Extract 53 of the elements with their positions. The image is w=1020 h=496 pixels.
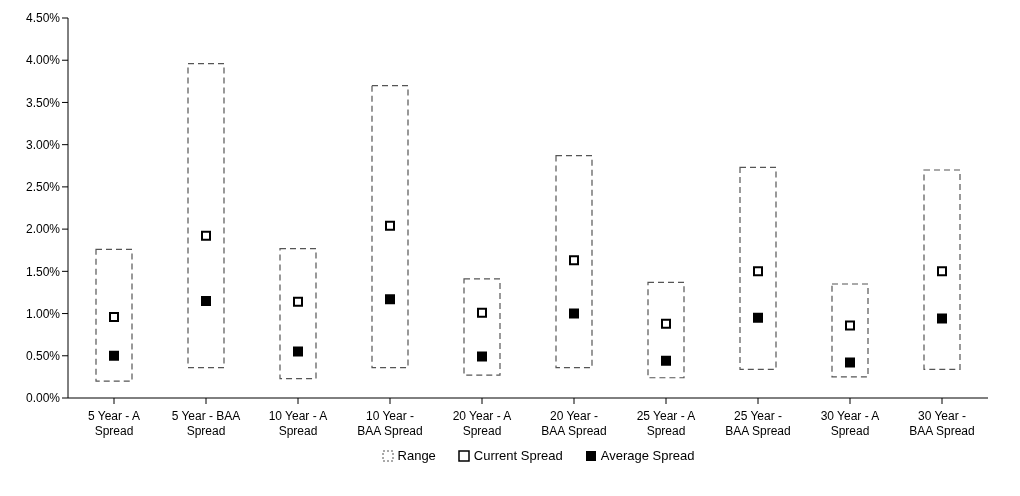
- point: [477, 351, 487, 362]
- x-tick-label: 10 Year - A Spread: [268, 409, 328, 438]
- point: [109, 350, 119, 361]
- bar: [739, 166, 777, 370]
- bar: [371, 84, 409, 369]
- bar: [647, 281, 685, 379]
- point: [201, 295, 211, 306]
- point: [753, 266, 763, 277]
- legend-label: Range: [396, 448, 436, 463]
- x-tick-label: 5 Year - BAA Spread: [171, 409, 241, 438]
- point: [385, 220, 395, 231]
- x-tick-label: 30 Year - BAA Spread: [909, 409, 975, 438]
- bar: [95, 248, 133, 382]
- x-tick-label: 30 Year - A Spread: [820, 409, 880, 438]
- y-tick-label: 2.00%: [25, 222, 61, 237]
- point: [385, 294, 395, 305]
- bar: [555, 155, 593, 369]
- point: [201, 230, 211, 241]
- point: [937, 266, 947, 277]
- point: [109, 311, 119, 322]
- point: [845, 320, 855, 331]
- point: [569, 308, 579, 319]
- bar: [923, 169, 961, 370]
- point: [293, 296, 303, 307]
- x-tick-label: 20 Year - A Spread: [452, 409, 512, 438]
- y-tick-label: 4.50%: [25, 11, 61, 26]
- y-tick-label: 0.50%: [25, 349, 61, 364]
- point: [845, 357, 855, 368]
- point: [753, 312, 763, 323]
- y-tick-label: 1.00%: [25, 306, 61, 321]
- bar: [831, 283, 869, 378]
- legend-label: Average Spread: [599, 448, 695, 463]
- x-tick-label: 5 Year - A Spread: [87, 409, 141, 438]
- x-tick-label: 25 Year - A Spread: [636, 409, 696, 438]
- y-tick-label: 1.50%: [25, 264, 61, 279]
- y-tick-label: 3.50%: [25, 95, 61, 110]
- point: [661, 355, 671, 366]
- legend-label: Current Spread: [472, 448, 563, 463]
- point: [937, 313, 947, 324]
- bar: [187, 63, 225, 369]
- y-tick-label: 2.50%: [25, 180, 61, 195]
- y-tick-label: 0.00%: [25, 391, 61, 406]
- point: [661, 318, 671, 329]
- point: [477, 307, 487, 318]
- y-tick-label: 3.00%: [25, 137, 61, 152]
- point: [569, 255, 579, 266]
- x-tick-label: 10 Year - BAA Spread: [357, 409, 423, 438]
- bar: [279, 247, 317, 380]
- x-tick-label: 25 Year - BAA Spread: [725, 409, 791, 438]
- point: [293, 346, 303, 357]
- y-tick-label: 4.00%: [25, 53, 61, 68]
- x-tick-label: 20 Year - BAA Spread: [541, 409, 607, 438]
- bar: [463, 278, 501, 376]
